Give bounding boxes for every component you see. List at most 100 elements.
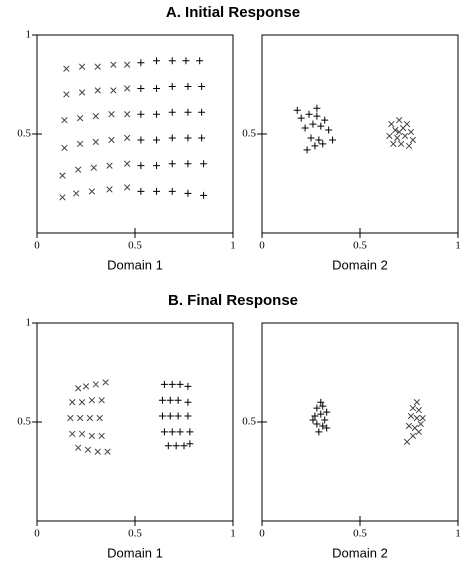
point [419,414,426,422]
point [59,194,66,201]
point [92,113,99,120]
plot-frame [261,34,459,234]
panel: Domain 1 0 0.5 1 0.5 1 [17,29,236,273]
point [63,65,70,72]
x-tick-label: 1 [455,240,461,252]
point [108,136,115,144]
point [168,108,176,116]
point [301,124,309,132]
plot-frame [261,322,459,522]
point [153,110,161,118]
x-tick-label: 0 [34,240,40,252]
x-tick-label: 0 [259,240,265,252]
x-tick-label: 0.5 [353,240,367,252]
point [124,61,131,68]
point [76,414,84,422]
x-tick-label: 0.5 [128,528,142,540]
point [92,381,99,388]
point [69,399,76,406]
point [182,57,190,65]
point [69,430,76,438]
point [108,111,115,118]
point [166,396,174,404]
point [184,134,192,142]
point [61,144,68,152]
point [396,128,403,136]
point [184,412,192,420]
plot-frame [36,322,234,522]
point [176,428,184,436]
point [153,57,161,65]
point [67,414,74,422]
point [78,430,86,438]
point [106,186,113,193]
point [88,432,96,440]
point [94,87,101,94]
point [309,120,317,128]
point [198,82,206,90]
point [124,134,131,142]
point [137,187,145,195]
point [110,61,117,68]
x-axis-label: Domain 2 [332,545,388,560]
y-tick-label: 0.5 [17,416,31,428]
y-tick-label: 1 [26,29,32,41]
point [94,63,101,70]
point [319,140,327,148]
point [92,138,99,146]
point [102,379,109,386]
x-tick-label: 0 [259,528,265,540]
point [200,191,208,199]
point [75,166,82,173]
point [186,428,194,436]
y-tick-label: 0.5 [242,128,256,140]
point [106,162,113,169]
point [313,112,321,120]
point [153,187,161,195]
point [90,164,97,171]
point [59,172,66,179]
point [124,111,131,118]
point [124,160,131,167]
point [61,116,68,124]
point [168,428,176,436]
point [86,414,94,422]
point [94,448,101,455]
point [76,115,84,122]
point [196,57,204,65]
point [319,422,327,430]
point [311,412,319,420]
point [84,446,92,453]
point [184,382,192,390]
point [394,134,401,142]
point [323,408,331,416]
point [413,414,420,422]
point [78,89,86,96]
point [315,136,323,144]
x-tick-label: 1 [455,528,461,540]
point [323,424,331,432]
point [164,442,172,450]
y-tick-label: 0.5 [242,416,256,428]
point [76,140,84,148]
point [168,160,176,168]
point [88,397,96,404]
point [153,136,161,144]
point [153,162,161,170]
point [198,108,206,116]
point [110,87,117,94]
point [184,398,192,406]
point [313,404,321,412]
point [415,428,422,436]
point [200,160,208,168]
point [315,428,323,436]
point [293,106,301,114]
point [407,128,415,136]
point [396,116,403,124]
x-axis-label: Domain 2 [332,257,388,272]
point [317,122,325,130]
point [75,444,82,451]
y-tick-label: 1 [26,317,32,329]
point [137,162,145,170]
